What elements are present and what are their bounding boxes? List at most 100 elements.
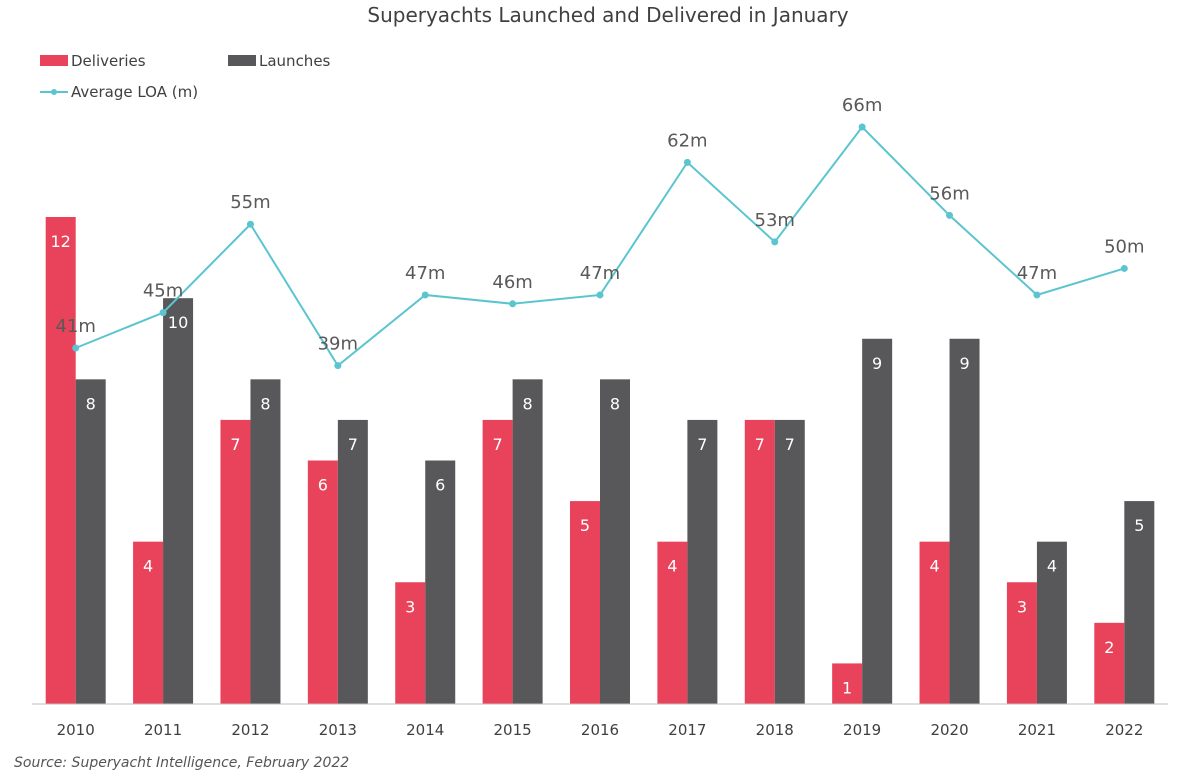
x-tick-label-2016: 2016: [581, 721, 619, 739]
bar-label-launches-2018: 7: [785, 435, 795, 454]
bar-label-deliveries-2022: 2: [1104, 638, 1114, 657]
point-average-loa-2013: [334, 362, 342, 370]
legend-swatch-deliveries: [40, 55, 68, 66]
bar-deliveries-2013: [307, 460, 338, 704]
bar-launches-2018: [774, 419, 805, 704]
point-label-average-loa-2012: 55m: [230, 192, 270, 213]
bar-launches-2015: [512, 379, 543, 704]
bar-label-launches-2016: 8: [610, 394, 620, 413]
point-average-loa-2022: [1120, 264, 1128, 272]
point-label-average-loa-2015: 46m: [492, 272, 532, 293]
x-tick-label-2017: 2017: [668, 721, 706, 739]
x-tick-label-2019: 2019: [843, 721, 881, 739]
x-tick-label-2013: 2013: [319, 721, 357, 739]
bar-launches-2016: [600, 379, 630, 704]
bar-deliveries-2012: [220, 419, 251, 704]
bar-launches-2019: [862, 338, 893, 704]
line-average-loa: [75, 125, 1125, 368]
bar-label-launches-2010: 8: [86, 394, 96, 413]
bar-label-launches-2011: 10: [168, 313, 188, 332]
point-label-average-loa-2014: 47m: [405, 263, 445, 284]
x-tick-label-2022: 2022: [1105, 721, 1143, 739]
bar-label-deliveries-2019: 1: [842, 678, 852, 697]
bar-deliveries-2011: [133, 541, 164, 704]
legend-label-deliveries: Deliveries: [71, 52, 146, 70]
legend-label-launches: Launches: [259, 52, 331, 70]
bar-label-launches-2013: 7: [348, 435, 358, 454]
x-tick-label-2015: 2015: [494, 721, 532, 739]
x-tick-label-2014: 2014: [406, 721, 444, 739]
bar-label-deliveries-2013: 6: [318, 476, 328, 495]
x-tick-label-2020: 2020: [930, 721, 968, 739]
bar-deliveries-2015: [482, 419, 513, 704]
bar-launches-2012: [250, 379, 281, 704]
point-label-average-loa-2016: 47m: [580, 263, 620, 284]
average-loa-line-layer: 41m 45m 55m 39m 47m 46m 47m 62m 53m 66m 56m 47m 50m: [55, 95, 1145, 370]
bar-launches-2013: [337, 419, 368, 704]
x-tick-label-2018: 2018: [756, 721, 794, 739]
bar-label-deliveries-2021: 3: [1017, 597, 1027, 616]
point-label-average-loa-2021: 47m: [1017, 263, 1057, 284]
x-tick-labels: 2010 2011 2012 2013 2014 2015 2016 2017 2018 2019…: [57, 721, 1144, 739]
point-average-loa-2018: [771, 238, 779, 246]
bar-deliveries-2016: [570, 501, 600, 704]
bar-label-launches-2020: 9: [959, 354, 969, 373]
bar-label-deliveries-2015: 7: [493, 435, 503, 454]
bar-label-deliveries-2017: 4: [667, 557, 677, 576]
bar-launches-2017: [687, 419, 718, 704]
bar-label-deliveries-2011: 4: [143, 557, 153, 576]
chart-title: Superyachts Launched and Delivered in Ja…: [367, 3, 848, 27]
bar-launches-2014: [425, 460, 456, 704]
point-label-average-loa-2020: 56m: [929, 183, 969, 204]
bar-deliveries-2017: [657, 541, 688, 704]
x-tick-label-2011: 2011: [144, 721, 182, 739]
point-label-average-loa-2019: 66m: [842, 95, 882, 116]
point-label-average-loa-2010: 41m: [55, 316, 95, 337]
bar-label-deliveries-2010: 12: [51, 232, 71, 251]
bar-launches-2010: [75, 379, 106, 704]
bar-label-deliveries-2014: 3: [405, 597, 415, 616]
bar-deliveries-2010: [45, 217, 76, 704]
bar-deliveries-2021: [1006, 582, 1037, 704]
point-average-loa-2015: [509, 300, 517, 308]
point-label-average-loa-2022: 50m: [1104, 236, 1144, 257]
x-tick-label-2021: 2021: [1018, 721, 1056, 739]
point-average-loa-2011: [159, 309, 167, 317]
bar-launches-2011: [163, 298, 194, 704]
point-average-loa-2012: [246, 220, 254, 228]
legend-marker-average-loa: [51, 89, 57, 95]
point-average-loa-2020: [946, 211, 954, 219]
bar-deliveries-2022: [1094, 622, 1125, 704]
bar-launches-2022: [1124, 501, 1155, 704]
bar-label-launches-2014: 6: [435, 476, 445, 495]
point-average-loa-2019: [858, 123, 866, 131]
point-average-loa-2016: [596, 291, 604, 299]
bars-layer: [45, 217, 1155, 704]
legend-label-average-loa: Average LOA (m): [71, 83, 198, 101]
point-label-average-loa-2018: 53m: [755, 210, 795, 231]
legend: Deliveries Launches Average LOA (m): [40, 52, 331, 101]
bar-label-deliveries-2012: 7: [230, 435, 240, 454]
bar-label-launches-2022: 5: [1134, 516, 1144, 535]
point-label-average-loa-2011: 45m: [143, 281, 183, 302]
point-average-loa-2021: [1033, 291, 1041, 299]
point-label-average-loa-2013: 39m: [318, 334, 358, 355]
bar-label-deliveries-2020: 4: [929, 557, 939, 576]
point-average-loa-2014: [421, 291, 429, 299]
bar-label-deliveries-2016: 5: [580, 516, 590, 535]
source-note: Source: Superyacht Intelligence, Februar…: [14, 755, 350, 771]
bar-deliveries-2020: [919, 541, 950, 704]
bar-label-launches-2019: 9: [872, 354, 882, 373]
bar-launches-2020: [949, 338, 980, 704]
point-average-loa-2010: [72, 344, 80, 352]
bar-label-launches-2017: 7: [697, 435, 707, 454]
bar-label-deliveries-2018: 7: [755, 435, 765, 454]
bar-deliveries-2019: [832, 663, 863, 704]
bar-labels-layer: 12 8 4 10 7 8 6 7 3 6 7 8 5 8 4 7 7 7 1 9 4 9 3 4 2 5: [51, 232, 1145, 697]
legend-swatch-launches: [228, 55, 256, 66]
bar-label-launches-2021: 4: [1047, 557, 1057, 576]
x-tick-label-2012: 2012: [231, 721, 269, 739]
bar-launches-2021: [1036, 541, 1067, 704]
bar-label-launches-2015: 8: [523, 394, 533, 413]
